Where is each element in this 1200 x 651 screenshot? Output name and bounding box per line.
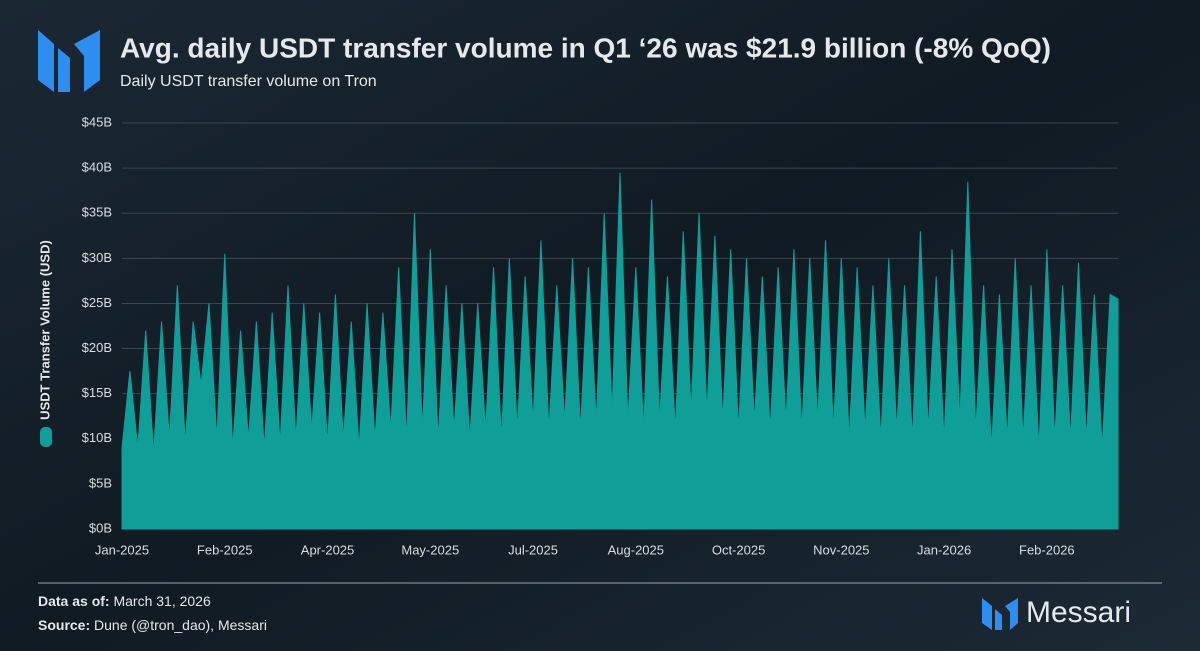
brand-name: Messari: [1026, 596, 1131, 629]
x-tick-label: Jan-2026: [917, 542, 971, 557]
data-as-of: Data as of: March 31, 2026: [38, 593, 211, 609]
y-tick-label: $30B: [82, 250, 112, 265]
y-tick-label: $15B: [82, 385, 112, 400]
x-tick-label: Feb-2026: [1019, 542, 1075, 557]
legend-swatch: [40, 427, 52, 447]
y-tick-label: $20B: [82, 340, 112, 355]
x-tick-label: Apr-2025: [301, 542, 354, 557]
y-tick-label: $10B: [82, 430, 112, 445]
source: Source: Dune (@tron_dao), Messari: [38, 617, 267, 633]
y-tick-label: $25B: [82, 295, 112, 310]
y-tick-label: $0B: [89, 520, 112, 535]
x-tick-label: May-2025: [401, 542, 459, 557]
x-tick-label: Jul-2025: [508, 542, 558, 557]
brand-logo: [982, 598, 1018, 630]
y-tick-label: $40B: [82, 160, 112, 175]
logo: [38, 30, 100, 92]
y-tick-label: $45B: [82, 114, 112, 129]
x-tick-label: Jan-2025: [95, 542, 149, 557]
chart-subtitle: Daily USDT transfer volume on Tron: [120, 73, 377, 90]
data-as-of-label: Data as of:: [38, 593, 110, 609]
x-tick-label: Feb-2025: [197, 542, 253, 557]
x-tick-label: Aug-2025: [608, 542, 664, 557]
source-value: Dune (@tron_dao), Messari: [94, 617, 267, 633]
y-tick-label: $35B: [82, 205, 112, 220]
area: [121, 172, 1119, 530]
chart-title: Avg. daily USDT transfer volume in Q1 ‘2…: [120, 32, 1051, 63]
data-as-of-value: March 31, 2026: [113, 593, 210, 609]
y-axis-label: USDT Transfer Volume (USD): [37, 240, 52, 420]
y-tick-label: $5B: [89, 475, 112, 490]
x-tick-label: Nov-2025: [813, 542, 869, 557]
x-tick-label: Oct-2025: [712, 542, 765, 557]
source-label: Source:: [38, 617, 90, 633]
